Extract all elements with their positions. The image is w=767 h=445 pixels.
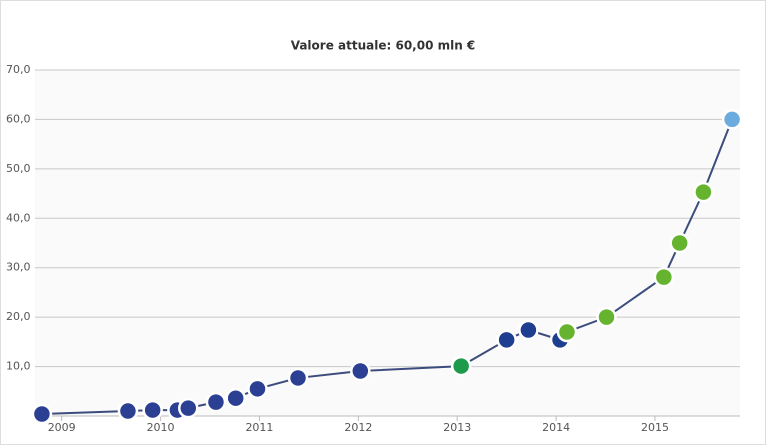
club-marker: [496, 329, 517, 351]
x-tick-label: 2012: [344, 421, 372, 434]
club-marker: [117, 400, 139, 422]
club-marker: [518, 319, 539, 341]
club-marker: [178, 397, 199, 419]
y-tick-label: 30,0: [6, 261, 31, 274]
y-tick-label: 40,0: [6, 211, 31, 224]
club-marker: [596, 306, 617, 328]
chart-title: Valore attuale: 60,00 mln €: [291, 39, 476, 53]
x-tick-label: 2011: [245, 421, 273, 434]
club-marker: [669, 232, 690, 254]
x-tick-label: 2014: [542, 421, 570, 434]
club-marker: [205, 391, 227, 413]
club-marker: [450, 355, 472, 377]
y-tick-label: 20,0: [6, 310, 31, 323]
y-tick-label: 60,0: [6, 112, 31, 125]
club-marker: [247, 378, 268, 400]
y-tick-label: 50,0: [6, 162, 31, 175]
x-tick-label: 2013: [443, 421, 471, 434]
x-tick-label: 2015: [641, 421, 669, 434]
club-marker: [556, 321, 578, 343]
plot-area: [35, 70, 740, 416]
club-marker: [287, 367, 309, 389]
x-tick-label: 2009: [48, 421, 76, 434]
y-tick-label: 10,0: [6, 360, 31, 373]
club-marker: [142, 399, 163, 421]
x-tick-label: 2010: [147, 421, 175, 434]
club-marker: [721, 109, 743, 130]
club-marker: [693, 181, 714, 203]
club-marker: [225, 387, 246, 409]
club-marker: [653, 266, 675, 288]
club-marker: [31, 403, 53, 425]
club-marker: [350, 360, 371, 382]
y-tick-label: 70,0: [6, 63, 31, 76]
